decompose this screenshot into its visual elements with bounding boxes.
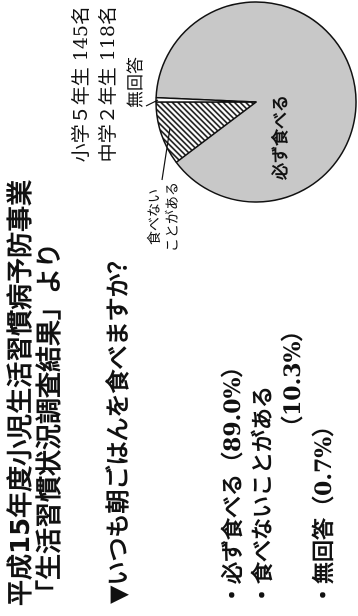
legend-category: 食べないことがある <box>250 386 276 584</box>
legend-value: （89.0%） <box>220 355 246 474</box>
legend-item-sometimes-skip: ・食べないことがある <box>252 386 274 606</box>
pie-slices <box>156 2 356 202</box>
legend-value: （0.7%） <box>311 415 337 518</box>
slice-label-no-answer: 無回答 <box>128 57 145 108</box>
legend-bullet: ・ <box>311 584 337 606</box>
legend-category: 無回答 <box>311 518 337 584</box>
slice-label-line: 食べない <box>146 179 164 255</box>
slice-label-line: ことがある <box>164 179 182 255</box>
legend-item-always-eat: ・必ず食べる（89.0%） <box>222 355 244 606</box>
slice-label-sometimes-skip: 食べない ことがある <box>146 179 182 255</box>
legend-value: （10.3%） <box>282 320 304 439</box>
legend-category: 必ず食べる <box>220 474 246 584</box>
legend-bullet: ・ <box>220 584 246 606</box>
legend-item-no-answer: ・無回答（0.7%） <box>313 415 335 606</box>
legend-bullet: ・ <box>250 584 276 606</box>
slice-label-always-eat: 必ず食べる <box>273 95 290 180</box>
